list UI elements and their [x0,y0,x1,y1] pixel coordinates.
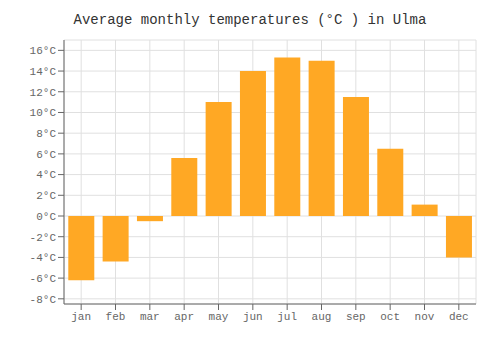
svg-text:jul: jul [277,311,297,323]
svg-text:dec: dec [449,311,469,323]
svg-text:6°C: 6°C [36,149,56,161]
svg-text:mar: mar [140,311,160,323]
svg-text:apr: apr [174,311,194,323]
svg-text:-4°C: -4°C [30,252,57,264]
svg-text:oct: oct [380,311,400,323]
svg-text:-6°C: -6°C [30,273,57,285]
svg-text:14°C: 14°C [30,66,57,78]
svg-text:0°C: 0°C [36,211,56,223]
svg-text:aug: aug [312,311,332,323]
svg-text:12°C: 12°C [30,87,57,99]
svg-text:feb: feb [106,311,126,323]
svg-text:-2°C: -2°C [30,232,57,244]
svg-text:8°C: 8°C [36,128,56,140]
svg-text:-8°C: -8°C [30,294,57,306]
svg-text:sep: sep [346,311,366,323]
svg-text:jan: jan [71,311,91,323]
svg-text:jun: jun [243,311,263,323]
svg-text:4°C: 4°C [36,169,56,181]
svg-text:16°C: 16°C [30,45,57,57]
svg-text:nov: nov [415,311,435,323]
svg-text:10°C: 10°C [30,107,57,119]
html-text:Average monthly temperatures (: Average monthly temperatures (°C ) in Ul… [73,12,427,28]
svg-text:may: may [209,311,229,323]
svg-text:2°C: 2°C [36,190,56,202]
